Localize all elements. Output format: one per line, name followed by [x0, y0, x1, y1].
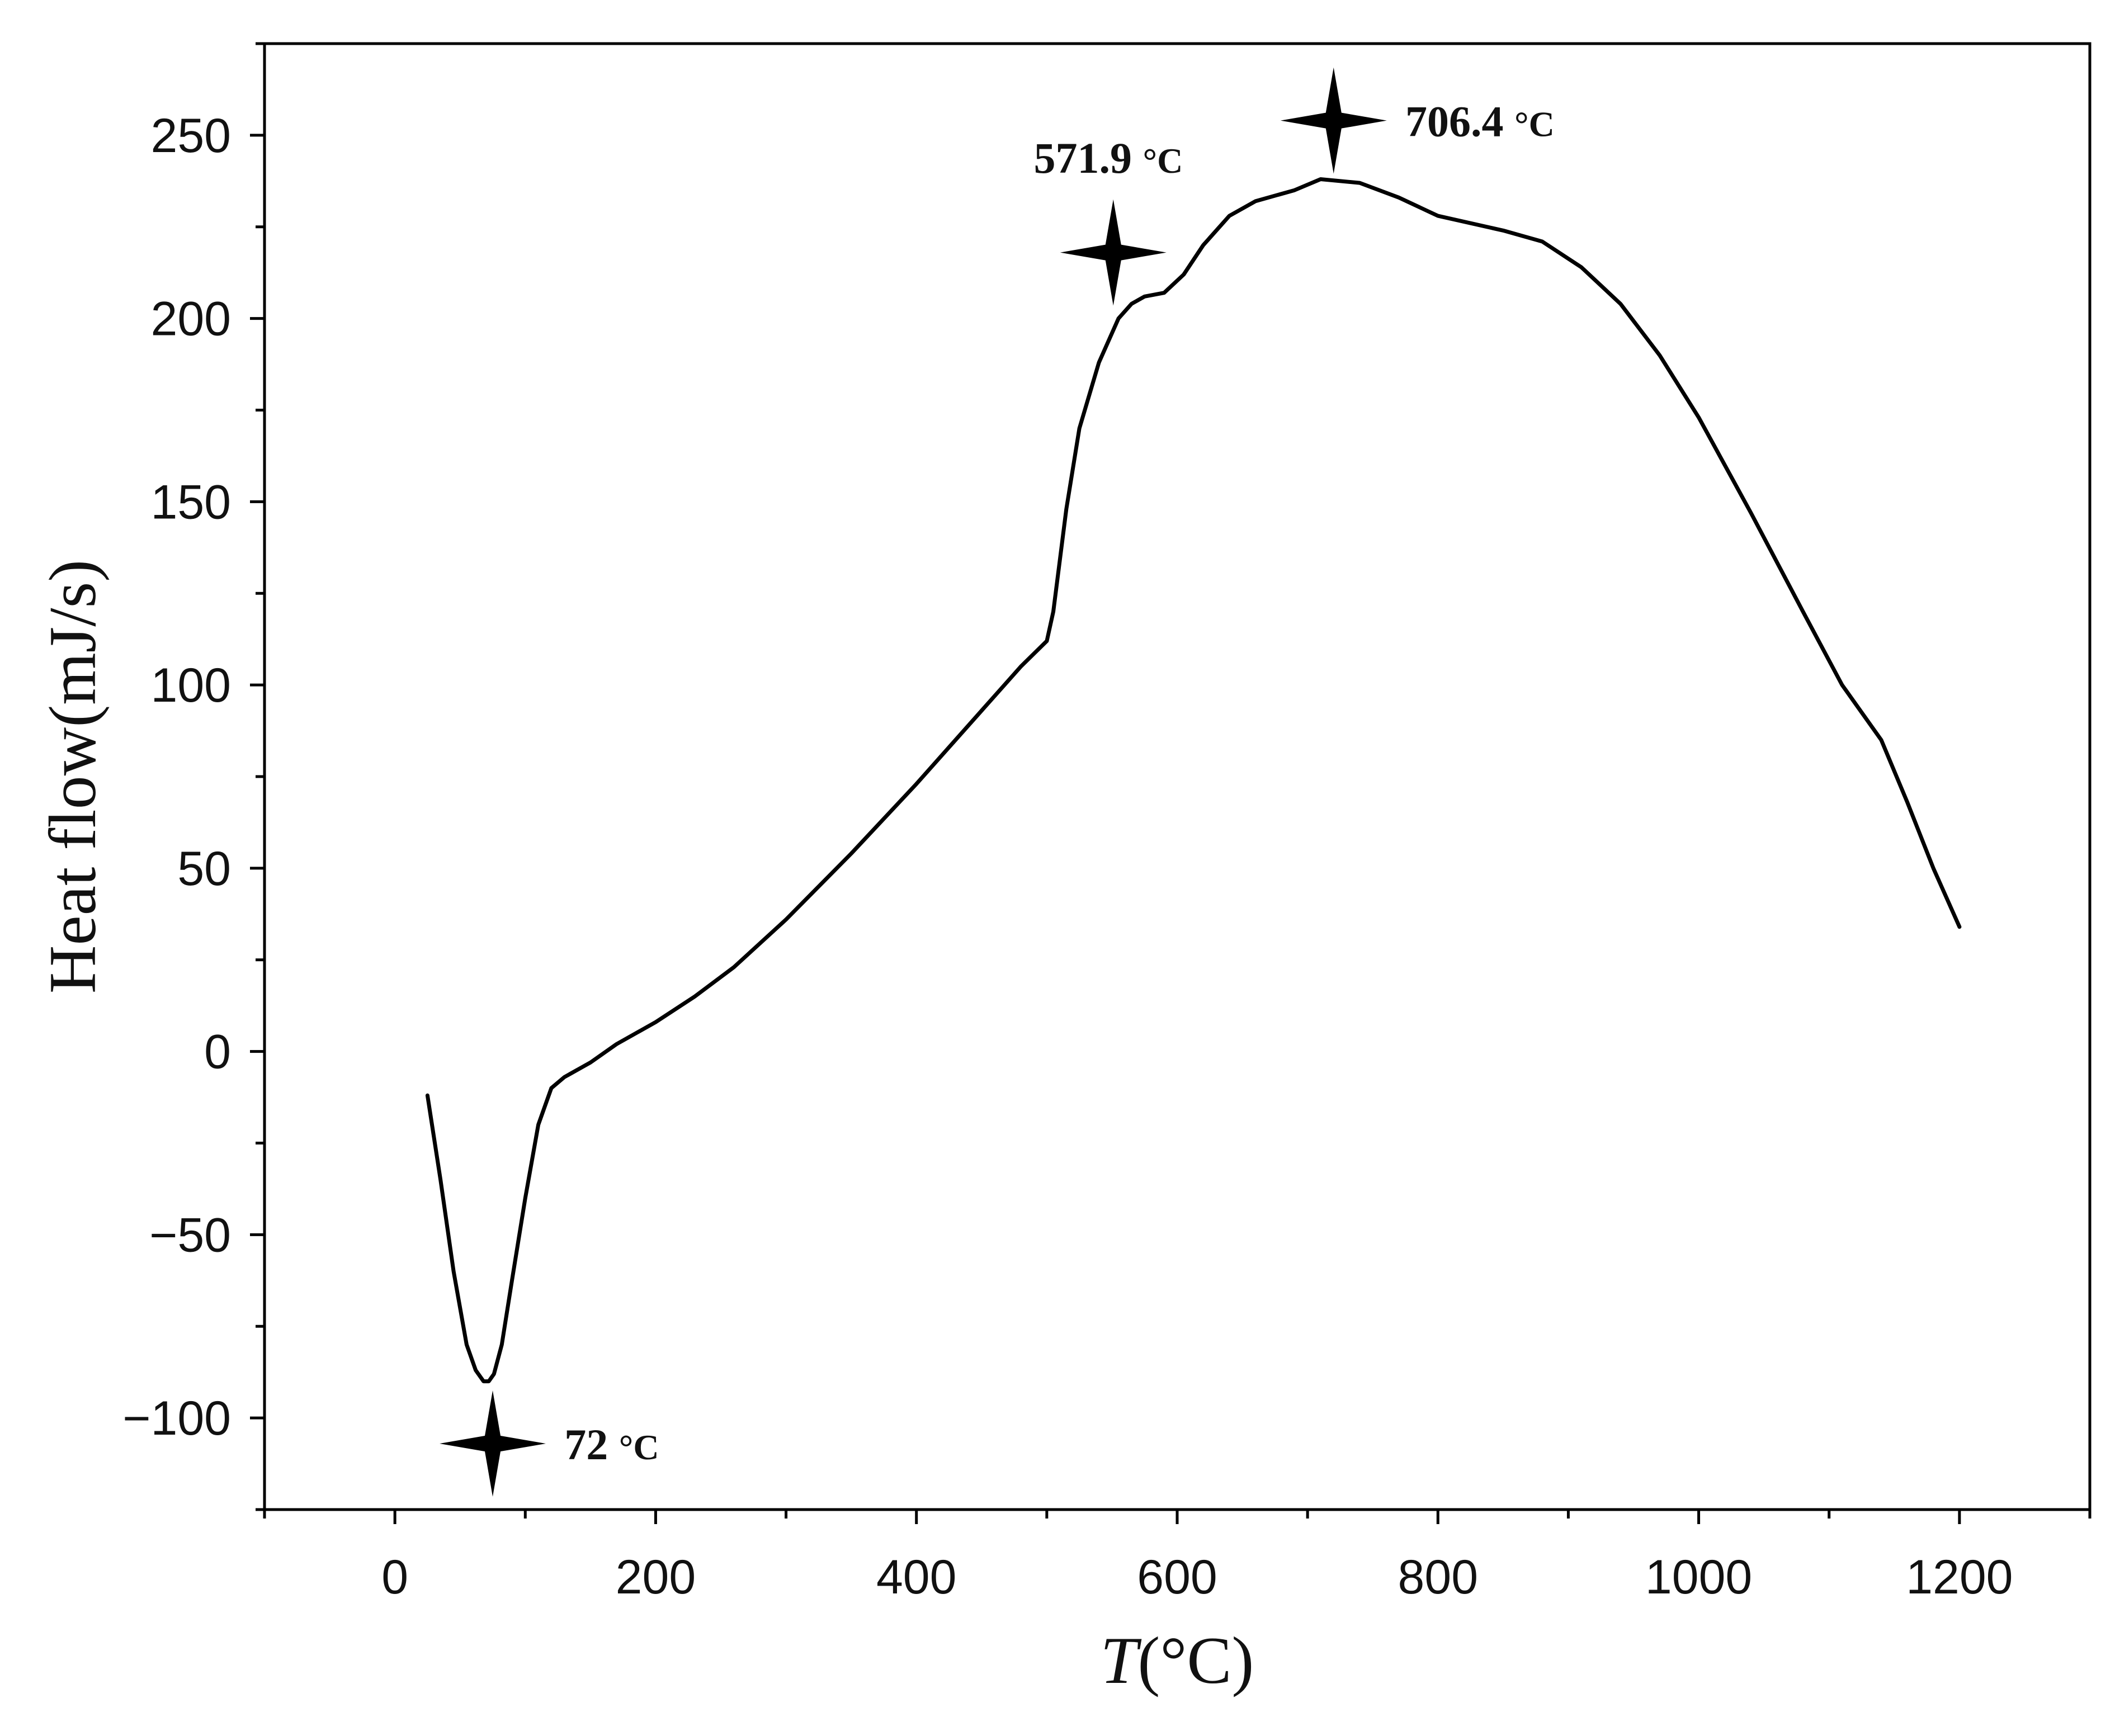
y-tick-label: 150 [151, 475, 232, 529]
peak-annotation: 72 °C [564, 1420, 659, 1469]
annotation-value: 72 [564, 1420, 619, 1469]
x-tick-label: 0 [381, 1550, 408, 1604]
annotation-value: 706.4 [1405, 97, 1514, 146]
x-tick-label: 1200 [1906, 1550, 2013, 1604]
annotation-value: 571.9 [1034, 134, 1143, 182]
annotation-unit: °C [1143, 141, 1183, 181]
x-axis-label-unit: (°C) [1137, 1623, 1254, 1697]
y-tick-label: 0 [204, 1025, 231, 1079]
y-tick-label: 50 [177, 842, 231, 896]
y-tick-label: −100 [122, 1392, 231, 1445]
star-marker-icon [440, 1390, 546, 1497]
x-tick-label: 200 [616, 1550, 696, 1604]
annotation-unit: °C [1514, 105, 1555, 144]
series-line [425, 177, 1962, 1384]
y-axis-label: Heat flow(mJ/s) [35, 560, 110, 994]
y-tick-label: −50 [149, 1208, 231, 1262]
peak-annotation: 706.4 °C [1405, 97, 1555, 146]
x-tick-label: 800 [1398, 1550, 1479, 1604]
y-tick-label: 200 [151, 292, 232, 346]
y-tick-label: 250 [151, 109, 232, 163]
peak-annotation: 571.9 °C [1034, 134, 1183, 182]
annotation-unit: °C [619, 1427, 659, 1467]
y-tick-label: 100 [151, 659, 232, 712]
x-tick-label: 1000 [1645, 1550, 1752, 1604]
x-tick-label: 400 [876, 1550, 957, 1604]
series-layer [425, 177, 1962, 1384]
x-tick-label: 600 [1137, 1550, 1217, 1604]
star-marker-icon [1060, 199, 1167, 306]
x-axis: 0 200 400 600 800 1000 1200 [263, 1510, 2092, 1604]
star-marker-icon [1280, 67, 1387, 174]
x-axis-label: T(°C) [1101, 1623, 1254, 1697]
x-axis-label-variable: T [1101, 1623, 1142, 1697]
y-axis: −100 −50 0 50 100 150 200 250 [122, 42, 265, 1511]
